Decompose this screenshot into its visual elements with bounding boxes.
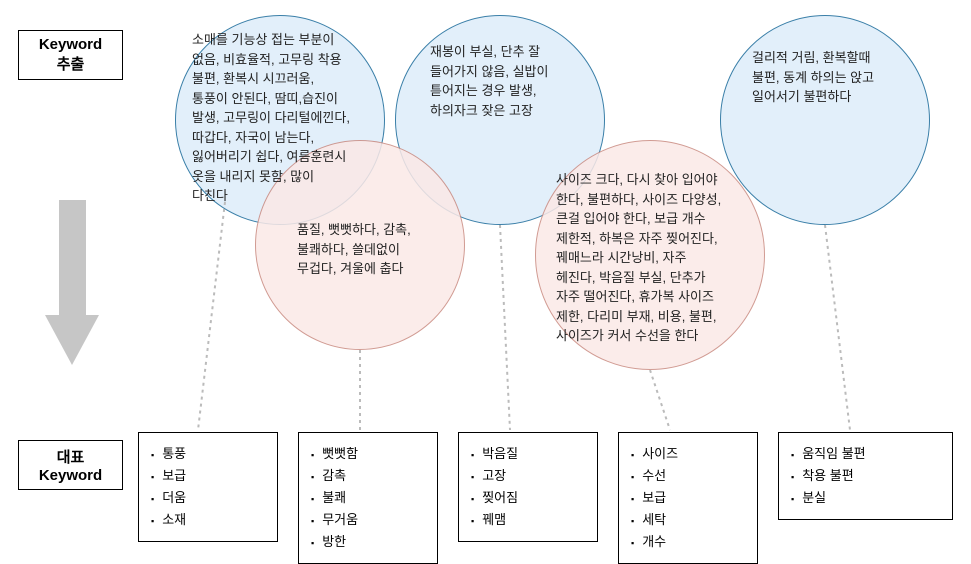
result-item: 통풍 [151, 443, 265, 465]
result-item: 방한 [311, 531, 425, 553]
result-list-3: 박음질고장찢어짐꿰맴 [471, 443, 585, 531]
result-item: 소재 [151, 509, 265, 531]
result-box-3: 박음질고장찢어짐꿰맴 [458, 432, 598, 542]
result-item: 개수 [631, 531, 745, 553]
result-item: 분실 [791, 487, 940, 509]
result-item: 꿰맴 [471, 509, 585, 531]
result-item: 보급 [151, 465, 265, 487]
circle-text-blue3: 걸리적 거림, 환복할때 불편, 동계 하의는 앉고 일어서기 불편하다 [752, 48, 912, 107]
circle-text-pink1: 품질, 뻣뻣하다, 감촉, 불쾌하다, 쓸데없이 무겁다, 겨울에 춥다 [297, 220, 447, 279]
result-item: 보급 [631, 487, 745, 509]
result-item: 불쾌 [311, 487, 425, 509]
result-item: 더움 [151, 487, 265, 509]
result-item: 고장 [471, 465, 585, 487]
down-arrow [45, 200, 100, 370]
result-item: 세탁 [631, 509, 745, 531]
result-box-2: 뻣뻣함감촉불쾌무거움방한 [298, 432, 438, 564]
result-box-4: 사이즈수선보급세탁개수 [618, 432, 758, 564]
result-list-5: 움직임 불편착용 불편분실 [791, 443, 940, 509]
result-item: 착용 불편 [791, 465, 940, 487]
result-box-5: 움직임 불편착용 불편분실 [778, 432, 953, 520]
result-item: 수선 [631, 465, 745, 487]
result-item: 감촉 [311, 465, 425, 487]
circle-text-blue1: 소매를 기능상 접는 부분이 없음, 비효율적, 고무링 착용 불편, 환복시 … [192, 30, 377, 206]
circle-text-blue2: 재봉이 부실, 단추 잘 들어가지 않음, 실밥이 튿어지는 경우 발생, 하의… [430, 42, 585, 120]
result-item: 찢어짐 [471, 487, 585, 509]
circle-text-pink2: 사이즈 크다, 다시 찾아 입어야 한다, 불편하다, 사이즈 다양성, 큰걸 … [556, 170, 761, 346]
keyword-extract-label: Keyword 추출 [18, 30, 123, 80]
result-item: 무거움 [311, 509, 425, 531]
result-box-1: 통풍보급더움소재 [138, 432, 278, 542]
representative-keyword-label: 대표 Keyword [18, 440, 123, 490]
result-list-2: 뻣뻣함감촉불쾌무거움방한 [311, 443, 425, 553]
result-list-1: 통풍보급더움소재 [151, 443, 265, 531]
result-item: 뻣뻣함 [311, 443, 425, 465]
result-item: 사이즈 [631, 443, 745, 465]
result-list-4: 사이즈수선보급세탁개수 [631, 443, 745, 553]
result-item: 박음질 [471, 443, 585, 465]
result-item: 움직임 불편 [791, 443, 940, 465]
